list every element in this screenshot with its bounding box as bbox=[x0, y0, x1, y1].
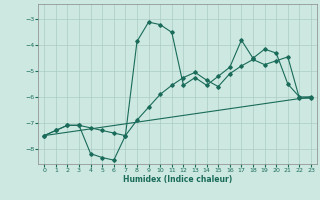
X-axis label: Humidex (Indice chaleur): Humidex (Indice chaleur) bbox=[123, 175, 232, 184]
